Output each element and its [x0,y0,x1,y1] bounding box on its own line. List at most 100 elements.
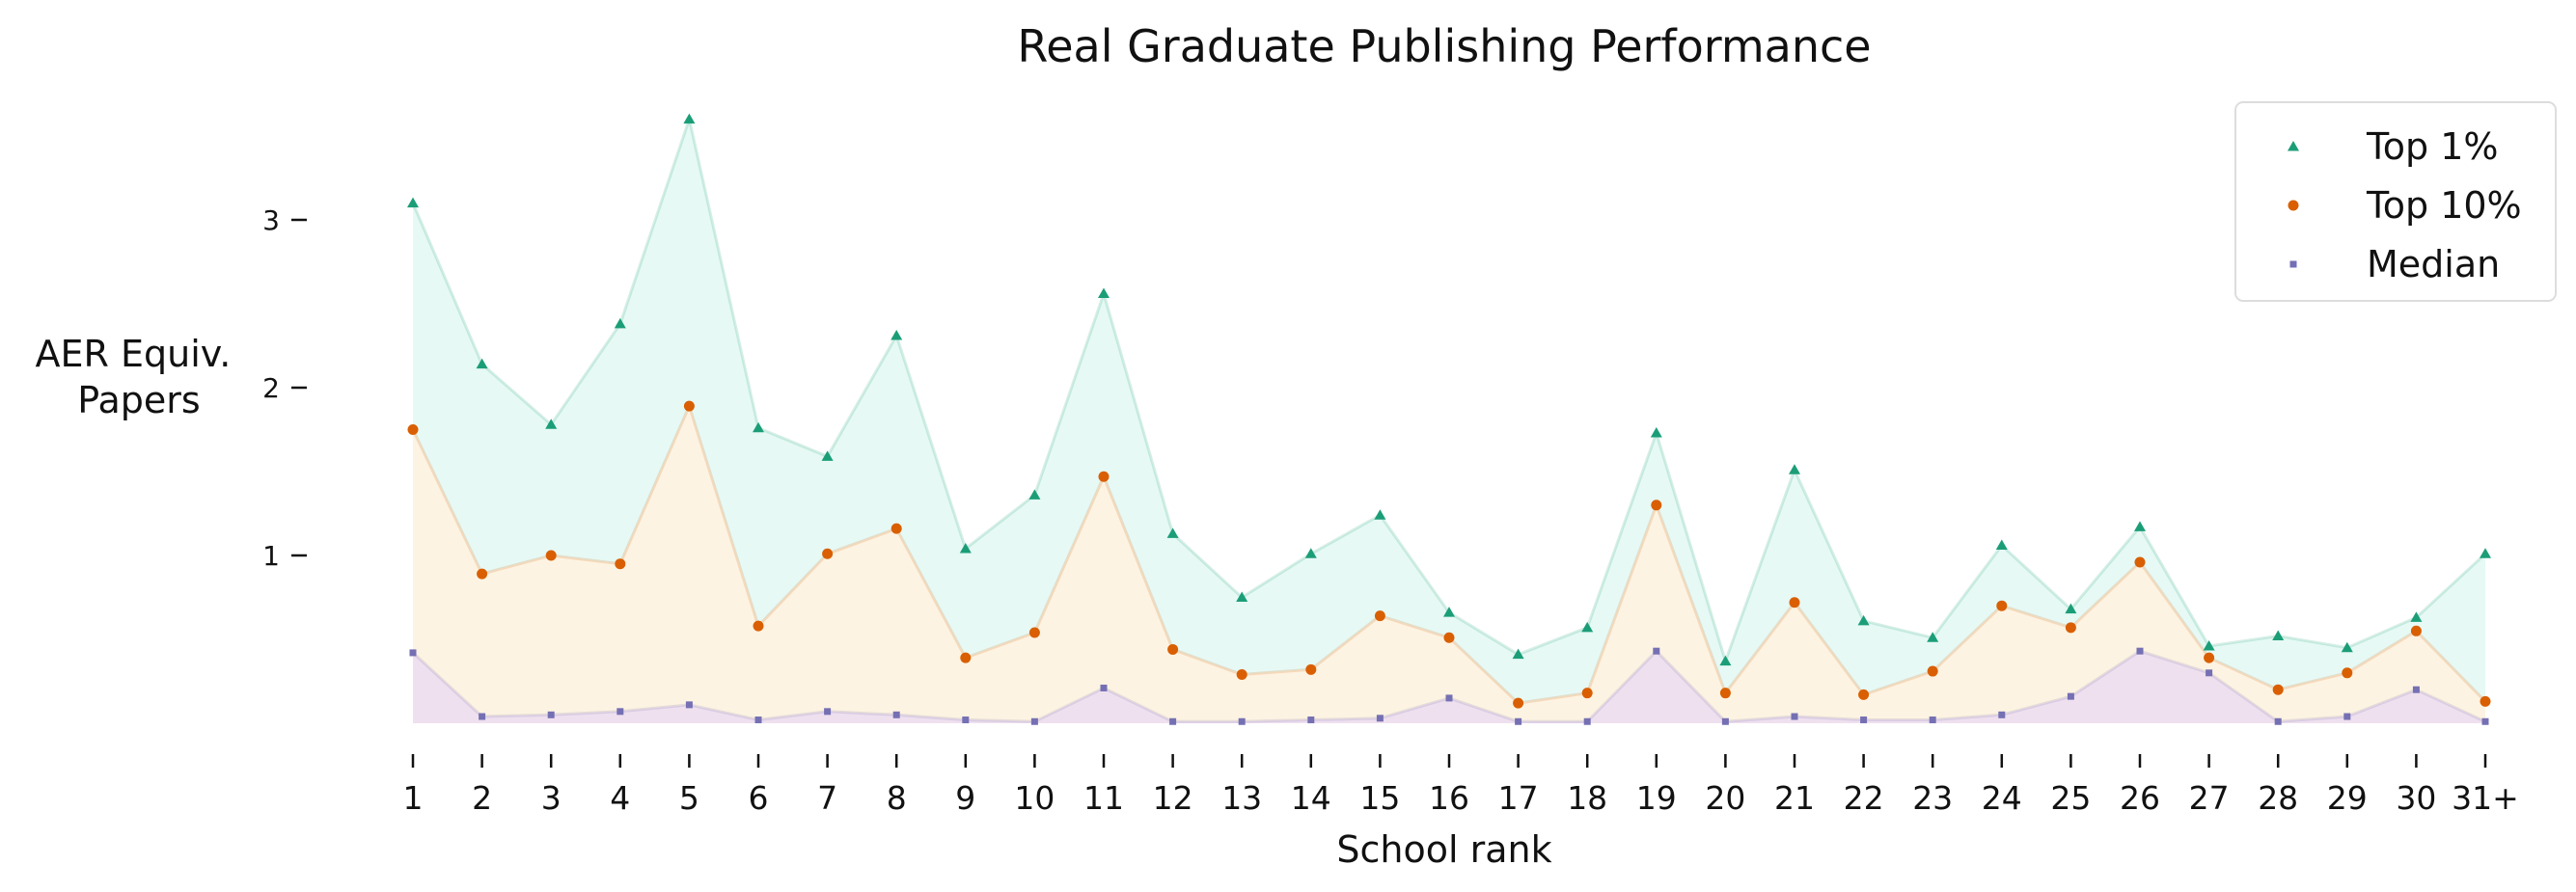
marker-top-1-27 [2203,639,2215,651]
x-axis-label: School rank [1336,828,1551,871]
x-tick-label-13: 13 [1221,779,1262,817]
series-markers [407,113,2491,725]
marker-top-10-23 [1927,665,1938,677]
marker-top-10-6 [753,620,764,632]
legend-marker-top-1 [2288,141,2299,151]
marker-top-1-13 [1236,591,1248,602]
area-top-10 [413,406,2485,723]
y-tick-label-1: 1 [262,540,280,572]
marker-top-1-31 [2480,548,2491,558]
x-tick-label-6: 6 [749,779,769,817]
marker-top-1-15 [1374,509,1386,520]
marker-top-1-3 [545,419,558,429]
marker-top-1-23 [1927,632,1939,642]
marker-median-22 [1860,716,1868,724]
legend-label-top-1: Top 1% [2366,125,2499,168]
marker-top-10-2 [477,568,488,580]
marker-median-29 [2343,713,2351,720]
marker-top-1-10 [1028,489,1041,500]
legend-frame [2234,101,2557,302]
marker-top-10-7 [822,548,834,559]
marker-top-1-1 [407,197,419,208]
marker-median-19 [1653,647,1660,655]
marker-top-10-8 [891,523,902,534]
marker-median-23 [1929,716,1936,724]
marker-median-25 [2067,692,2074,700]
series-areas [413,119,2485,724]
marker-median-2 [479,713,486,720]
x-tick-label-19: 19 [1636,779,1677,817]
x-tick-label-3: 3 [541,779,562,817]
marker-top-1-19 [1650,426,1662,438]
marker-top-1-11 [1098,287,1110,299]
marker-top-1-14 [1304,548,1317,558]
marker-top-1-26 [2134,521,2146,531]
marker-median-11 [1100,684,1108,691]
marker-top-10-21 [1789,597,1800,608]
x-tick-label-28: 28 [2258,779,2298,817]
marker-top-1-24 [1995,539,2008,551]
marker-median-10 [1030,717,1038,725]
marker-median-8 [892,711,900,718]
marker-top-10-17 [1513,697,1524,709]
marker-top-1-6 [753,421,764,433]
x-tick-label-17: 17 [1498,779,1539,817]
marker-median-24 [1998,711,2006,718]
x-tick-label-4: 4 [610,779,630,817]
marker-top-1-20 [1719,655,1732,666]
marker-median-7 [824,708,832,716]
marker-top-10-31 [2480,695,2491,707]
x-tick-label-31: 31+ [2452,779,2519,817]
marker-median-16 [1445,694,1453,702]
marker-top-10-14 [1305,663,1317,675]
x-tick-label-11: 11 [1083,779,1124,817]
marker-top-10-5 [683,400,695,412]
marker-top-10-29 [2342,667,2353,679]
x-tick-label-25: 25 [2050,779,2091,817]
marker-top-1-30 [2410,611,2423,622]
marker-top-10-10 [1028,627,1040,638]
marker-median-9 [962,716,970,724]
marker-top-1-18 [1581,621,1594,633]
marker-top-10-15 [1374,610,1385,622]
x-tick-label-7: 7 [817,779,837,817]
marker-median-6 [754,716,762,724]
marker-median-3 [547,711,555,718]
marker-top-1-9 [959,543,972,554]
x-tick-label-14: 14 [1291,779,1331,817]
legend-label-top-10: Top 10% [2366,184,2522,227]
marker-median-17 [1515,717,1522,725]
marker-top-10-13 [1236,669,1247,681]
marker-top-1-25 [2065,603,2077,614]
marker-top-1-2 [476,358,488,369]
y-axis-label-line-2: Papers [77,379,200,421]
marker-median-20 [1721,717,1729,725]
x-tick-label-21: 21 [1774,779,1815,817]
x-tick-label-2: 2 [472,779,492,817]
x-tick-label-30: 30 [2396,779,2436,817]
marker-top-10-4 [615,558,626,570]
marker-median-30 [2412,686,2420,693]
legend-label-median: Median [2367,243,2500,285]
legend-marker-median [2289,260,2297,268]
marker-median-27 [2206,669,2213,677]
y-axis-label-line-1: AER Equiv. [36,333,232,375]
x-tick-label-23: 23 [1912,779,1953,817]
y-tick-label-3: 3 [262,204,280,236]
marker-top-1-28 [2272,630,2285,641]
x-tick-label-24: 24 [1982,779,2022,817]
x-tick-label-16: 16 [1429,779,1469,817]
marker-median-1 [409,649,417,657]
x-tick-label-29: 29 [2327,779,2368,817]
chart-title: Real Graduate Publishing Performance [1017,20,1871,72]
marker-top-10-11 [1098,471,1110,482]
marker-top-10-18 [1581,688,1593,699]
marker-top-1-4 [614,317,626,329]
axes: 1 2 3 4 5 6 7 8 9 10 11 12 13 14 15 16 17 18 19 20 21 22 23 24 2… [262,204,2519,817]
area-median [413,651,2485,723]
x-tick-label-15: 15 [1359,779,1400,817]
x-tick-label-12: 12 [1153,779,1193,817]
x-tick-label-5: 5 [679,779,699,817]
marker-top-10-27 [2204,652,2215,663]
marker-median-31 [2481,717,2489,725]
